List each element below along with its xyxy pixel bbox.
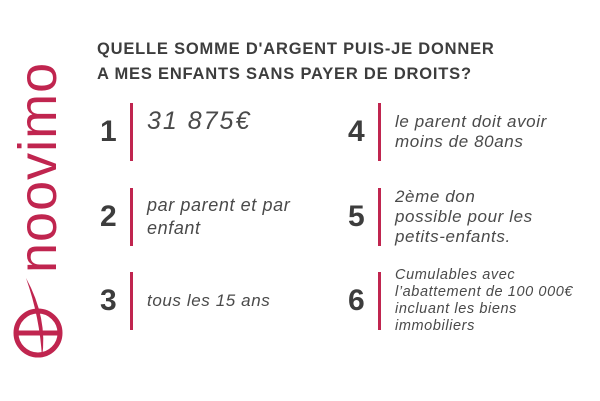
divider: [378, 188, 381, 246]
title-line-2: A MES ENFANTS SANS PAYER DE DROITS?: [97, 65, 472, 83]
item-number: 2: [100, 200, 117, 233]
item-number: 1: [100, 115, 117, 148]
item-text: Cumulables avec l’abattement de 100 000€…: [395, 267, 574, 334]
noovimo-logo: noovimo: [8, 62, 64, 358]
title-line-1: QUELLE SOMME D'ARGENT PUIS-JE DONNER: [97, 40, 495, 58]
divider: [378, 272, 381, 330]
divider: [130, 272, 133, 330]
item-number: 5: [348, 200, 365, 233]
item-number: 6: [348, 284, 365, 317]
item-text: tous les 15 ans: [147, 291, 271, 310]
item-text: 31 875€: [147, 107, 252, 135]
page-title: QUELLE SOMME D'ARGENT PUIS-JE DONNER A M…: [97, 37, 577, 87]
item-text: par parent et par enfant: [147, 195, 291, 238]
item-1: 1 31 875€: [100, 103, 251, 161]
logo-wordmark: noovimo: [8, 62, 64, 273]
divider: [378, 103, 381, 161]
item-number: 3: [100, 284, 117, 317]
item-text: 2ème don possible pour les petits-enfant…: [395, 187, 533, 246]
item-4: 4 le parent doit avoir moins de 80ans: [348, 103, 555, 161]
item-2: 2 par parent et par enfant: [100, 188, 307, 246]
item-text: le parent doit avoir moins de 80ans: [395, 112, 547, 151]
item-6: 6 Cumulables avec l’abattement de 100 00…: [348, 267, 595, 334]
item-number: 4: [348, 115, 365, 148]
divider: [130, 188, 133, 246]
divider: [130, 103, 133, 161]
item-3: 3 tous les 15 ans: [100, 272, 270, 330]
item-5: 5 2ème don possible pour les petits-enfa…: [348, 187, 545, 246]
